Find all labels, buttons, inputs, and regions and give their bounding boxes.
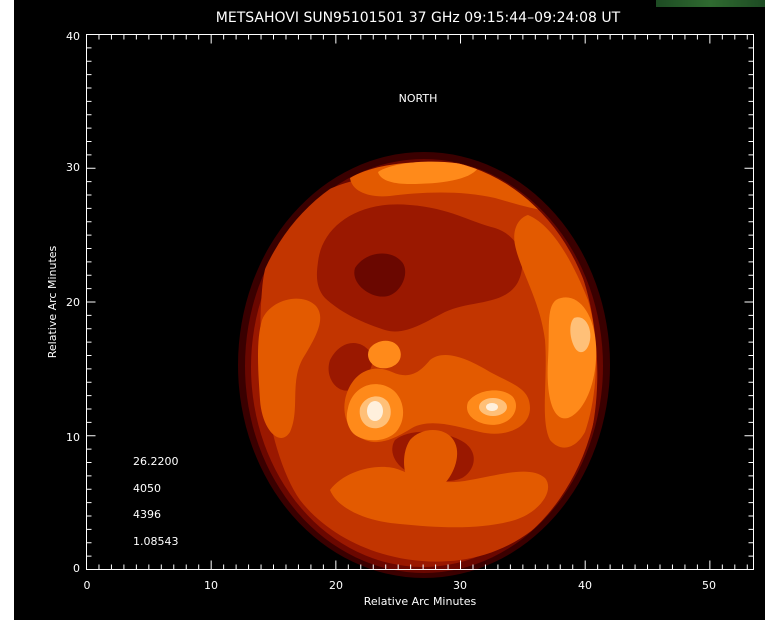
dark-region-north (316, 204, 523, 332)
y-tick-label: 10 (66, 431, 80, 444)
bright-core-east (570, 317, 591, 353)
north-label: NORTH (399, 92, 438, 105)
bright-band-south (330, 466, 549, 528)
y-tick-label: 0 (73, 562, 80, 575)
x-axis-label: Relative Arc Minutes (364, 595, 477, 608)
info-value: 4050 (133, 482, 161, 495)
x-tick-label: 20 (329, 579, 343, 592)
corner-accent (656, 0, 765, 7)
solar-disk (238, 152, 610, 578)
info-values: 26.2200 4050 4396 1.08543 (133, 455, 179, 548)
info-value: 4396 (133, 508, 161, 521)
bright-spot-west-peak (367, 401, 383, 421)
bright-band-west (258, 298, 321, 438)
y-tick-label: 40 (66, 30, 80, 43)
info-value: 26.2200 (133, 455, 179, 468)
bright-spot-center-peak (486, 403, 498, 411)
active-spot-north (368, 340, 401, 369)
y-tick-label: 30 (66, 161, 80, 174)
y-tick-labels: 0 10 20 30 40 (66, 30, 80, 575)
axis-ticks (86, 34, 754, 570)
y-axis-label: Relative Arc Minutes (46, 245, 59, 358)
x-tick-labels: 0 10 20 30 40 50 (84, 579, 717, 592)
active-region-south (404, 429, 458, 493)
dark-spot-north (354, 253, 406, 297)
x-tick-label: 0 (84, 579, 91, 592)
x-tick-label: 30 (453, 579, 467, 592)
chart-title: METSAHOVI SUN95101501 37 GHz 09:15:44–09… (216, 10, 621, 26)
x-tick-label: 50 (702, 579, 716, 592)
x-tick-label: 40 (578, 579, 592, 592)
title-bar (14, 0, 765, 28)
x-tick-label: 10 (204, 579, 218, 592)
info-value: 1.08543 (133, 535, 179, 548)
bright-cap-north (378, 161, 478, 184)
y-tick-label: 20 (66, 296, 80, 309)
